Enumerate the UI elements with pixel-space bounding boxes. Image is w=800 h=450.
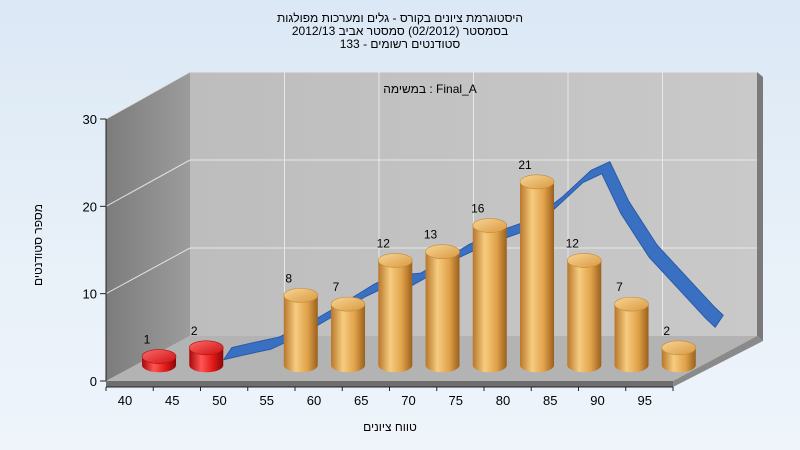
bar-top (141, 349, 177, 364)
x-axis-label: טווח ציונים (363, 420, 417, 434)
bar-value-label: 13 (424, 228, 438, 242)
bar-value-label: 8 (285, 271, 292, 285)
bar: 7 (330, 280, 366, 373)
plot-side-wall (106, 72, 190, 381)
x-tick-label: 75 (449, 393, 463, 408)
bar: 8 (283, 271, 319, 373)
bar-body (520, 181, 555, 373)
bar-value-label: 16 (471, 202, 485, 216)
bar-value-label: 7 (333, 280, 340, 294)
bar-body (425, 251, 460, 373)
plot-back-wall-edge (757, 72, 763, 341)
bar-value-label: 2 (663, 324, 670, 338)
task-annotation: במשימה : Final_A (383, 82, 477, 96)
y-tick-label: 0 (90, 374, 97, 389)
y-tick-label: 10 (83, 287, 97, 302)
bar: 16 (471, 202, 508, 373)
y-tick-label: 20 (83, 199, 97, 214)
bar-top (566, 253, 602, 268)
bar: 1 (141, 333, 177, 373)
bar: 21 (518, 158, 555, 373)
bar-top (330, 296, 366, 312)
bar: 2 (188, 324, 224, 373)
bar-body (567, 260, 602, 373)
grid-line-side (105, 159, 191, 207)
x-tick-label: 85 (543, 393, 557, 408)
bar: 7 (614, 280, 649, 373)
bar: 12 (377, 236, 413, 373)
y-axis-label: מספר סטודנטים (31, 203, 45, 287)
bar: 13 (424, 228, 460, 373)
bar-body (472, 225, 507, 373)
bar-value-label: 2 (191, 324, 198, 338)
plot-floor-right-edge (673, 336, 763, 387)
bar-top (377, 253, 413, 268)
x-tick-label: 40 (118, 393, 132, 408)
bar-top (519, 174, 555, 190)
bar: 12 (566, 236, 602, 373)
axes: 0 10 20 30 40 45 50 55 60 65 70 75 80 85 90 95 (83, 112, 674, 408)
x-tick-label: 55 (260, 393, 274, 408)
x-tick-label: 70 (401, 393, 415, 408)
bar-top (661, 340, 697, 356)
bar-value-label: 12 (377, 236, 391, 250)
bar-top (425, 244, 460, 260)
bar-top (188, 340, 224, 356)
bar-top (614, 296, 649, 312)
bar-top (472, 218, 508, 233)
bar-value-label: 12 (566, 236, 580, 250)
grid-line-side (105, 247, 191, 295)
x-tick-label: 95 (638, 393, 652, 408)
bar-body (378, 260, 413, 373)
x-tick-label: 65 (354, 393, 368, 408)
bar-body (614, 304, 649, 373)
grid-line-side (105, 71, 191, 120)
chart-title-line-1: היסטוגרמת ציונים בקורס - גלים ומערכות מפ… (277, 11, 523, 25)
x-tick-label: 90 (590, 393, 604, 408)
bar-value-label: 21 (518, 158, 532, 172)
bar: 2 (661, 324, 697, 373)
x-tick-label: 60 (307, 393, 321, 408)
bar-value-label: 7 (616, 280, 623, 294)
bar-top (283, 288, 319, 303)
x-tick-label: 50 (212, 393, 226, 408)
y-tick-label: 30 (83, 112, 97, 127)
x-tick-label: 80 (496, 393, 510, 408)
bar-body (331, 304, 366, 373)
x-tick-label: 45 (165, 393, 179, 408)
plot-floor-front-edge (106, 381, 673, 387)
chart-title-line-3: סטודנטים רשומים - 133 (339, 37, 461, 51)
chart-title-line-2: בסמסטר (02/2012) סמסטר אביב 2012/13 (291, 24, 509, 38)
bar-body (283, 295, 318, 373)
bar-value-label: 1 (144, 333, 151, 347)
